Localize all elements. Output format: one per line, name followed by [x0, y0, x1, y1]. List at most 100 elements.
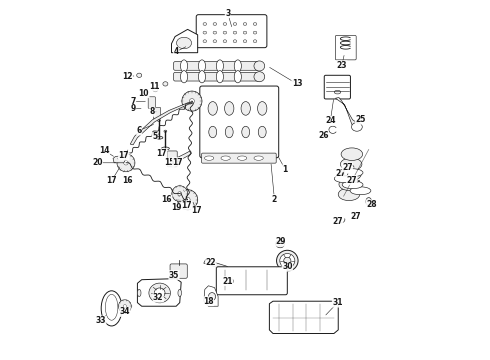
- Ellipse shape: [258, 126, 266, 138]
- Ellipse shape: [123, 161, 128, 165]
- Text: 17: 17: [156, 149, 167, 158]
- Text: 12: 12: [122, 72, 133, 81]
- Ellipse shape: [351, 123, 362, 131]
- Ellipse shape: [254, 72, 265, 82]
- Ellipse shape: [341, 158, 362, 171]
- Text: 1: 1: [283, 165, 288, 174]
- Text: 35: 35: [169, 270, 179, 279]
- Text: 6: 6: [137, 126, 142, 135]
- Text: 4: 4: [173, 47, 179, 56]
- FancyBboxPatch shape: [148, 97, 155, 108]
- Ellipse shape: [137, 73, 142, 77]
- Ellipse shape: [182, 91, 202, 111]
- Ellipse shape: [180, 60, 188, 72]
- FancyBboxPatch shape: [201, 153, 276, 163]
- FancyBboxPatch shape: [170, 264, 187, 278]
- Ellipse shape: [163, 82, 168, 86]
- Ellipse shape: [342, 181, 363, 189]
- Polygon shape: [113, 155, 126, 163]
- FancyBboxPatch shape: [335, 36, 356, 60]
- Ellipse shape: [350, 187, 371, 195]
- Polygon shape: [270, 301, 338, 333]
- Ellipse shape: [185, 197, 190, 202]
- Ellipse shape: [340, 168, 361, 180]
- Ellipse shape: [149, 283, 171, 303]
- Text: 18: 18: [203, 297, 214, 306]
- Text: 27: 27: [350, 212, 361, 221]
- Ellipse shape: [334, 90, 341, 94]
- Text: 17: 17: [119, 151, 129, 160]
- Ellipse shape: [276, 240, 285, 248]
- Ellipse shape: [243, 40, 247, 42]
- Polygon shape: [137, 279, 181, 306]
- Ellipse shape: [238, 156, 247, 160]
- Ellipse shape: [216, 60, 223, 72]
- Ellipse shape: [342, 169, 363, 177]
- Ellipse shape: [172, 186, 188, 202]
- Ellipse shape: [278, 242, 282, 246]
- Ellipse shape: [258, 102, 267, 115]
- Ellipse shape: [123, 305, 126, 308]
- Text: 10: 10: [139, 89, 149, 98]
- Text: 25: 25: [355, 115, 366, 124]
- Text: 22: 22: [206, 258, 216, 267]
- Ellipse shape: [254, 61, 265, 71]
- Ellipse shape: [229, 279, 234, 283]
- Text: 17: 17: [106, 176, 117, 185]
- Text: 3: 3: [225, 9, 230, 18]
- Text: 7: 7: [130, 97, 136, 106]
- Ellipse shape: [198, 60, 205, 72]
- Text: 5: 5: [152, 132, 157, 141]
- FancyBboxPatch shape: [196, 15, 267, 48]
- Ellipse shape: [233, 23, 237, 26]
- Ellipse shape: [213, 23, 217, 26]
- Text: 14: 14: [99, 146, 110, 155]
- Ellipse shape: [213, 31, 217, 34]
- Ellipse shape: [339, 178, 361, 190]
- Text: 24: 24: [325, 116, 336, 125]
- Text: 16: 16: [162, 195, 172, 204]
- Text: 9: 9: [130, 104, 136, 113]
- Text: 20: 20: [92, 158, 102, 167]
- Ellipse shape: [224, 102, 234, 115]
- Text: 27: 27: [332, 217, 343, 226]
- FancyBboxPatch shape: [153, 108, 161, 119]
- Ellipse shape: [216, 71, 223, 83]
- Ellipse shape: [177, 190, 197, 210]
- Ellipse shape: [157, 120, 160, 122]
- Polygon shape: [172, 30, 197, 53]
- Ellipse shape: [213, 40, 217, 42]
- Ellipse shape: [241, 102, 250, 115]
- Polygon shape: [335, 98, 359, 128]
- Text: 30: 30: [282, 262, 293, 271]
- Text: 8: 8: [150, 107, 155, 116]
- Ellipse shape: [276, 250, 298, 271]
- Text: 27: 27: [342, 163, 352, 172]
- Ellipse shape: [209, 126, 217, 138]
- Ellipse shape: [223, 31, 227, 34]
- Ellipse shape: [164, 130, 167, 132]
- Ellipse shape: [208, 293, 216, 301]
- Ellipse shape: [334, 175, 355, 183]
- Ellipse shape: [203, 23, 207, 26]
- Text: 28: 28: [366, 200, 376, 209]
- FancyBboxPatch shape: [324, 75, 350, 99]
- Ellipse shape: [198, 71, 205, 83]
- Text: 13: 13: [292, 80, 302, 89]
- Text: 2: 2: [272, 194, 277, 203]
- Text: 32: 32: [153, 293, 164, 302]
- Text: 19: 19: [171, 203, 181, 212]
- Text: 34: 34: [120, 307, 130, 316]
- FancyBboxPatch shape: [173, 62, 261, 70]
- Polygon shape: [204, 286, 218, 306]
- Ellipse shape: [242, 126, 250, 138]
- Ellipse shape: [180, 71, 188, 83]
- Ellipse shape: [137, 289, 141, 297]
- Text: 11: 11: [149, 82, 160, 91]
- Text: 29: 29: [275, 237, 285, 246]
- Text: 33: 33: [96, 316, 106, 325]
- Ellipse shape: [221, 156, 230, 160]
- Text: 21: 21: [222, 276, 233, 285]
- Ellipse shape: [203, 40, 207, 42]
- Ellipse shape: [234, 60, 242, 72]
